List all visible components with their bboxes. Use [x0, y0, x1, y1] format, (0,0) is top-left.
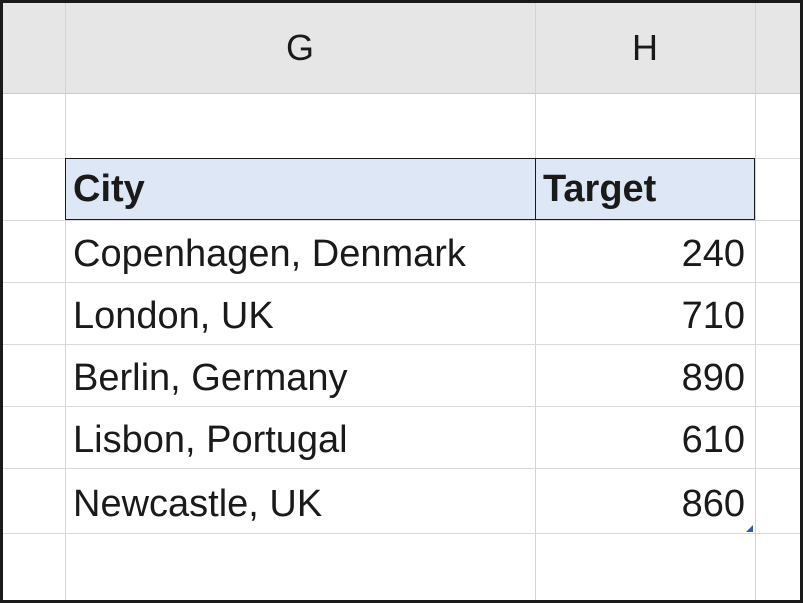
- city-cell[interactable]: Newcastle, UK: [73, 482, 323, 525]
- gridline-vertical: [755, 3, 756, 600]
- table-row: Lisbon, Portugal 610: [65, 409, 755, 471]
- target-cell[interactable]: 240: [681, 232, 745, 275]
- gridline-horizontal: [3, 220, 800, 221]
- target-cell[interactable]: 890: [681, 356, 745, 399]
- gridline-vertical: [535, 3, 536, 600]
- gridline-horizontal: [3, 468, 800, 469]
- cell-empty[interactable]: [535, 95, 755, 157]
- table-header-row: City Target: [65, 158, 755, 220]
- column-header-g[interactable]: G: [285, 27, 314, 68]
- empty-row: [65, 95, 755, 157]
- target-cell[interactable]: 710: [681, 294, 745, 337]
- gridline-vertical: [65, 3, 66, 600]
- target-cell[interactable]: 860: [681, 482, 745, 525]
- gridline-horizontal: [3, 344, 800, 345]
- column-header-h[interactable]: H: [632, 27, 658, 68]
- city-cell[interactable]: London, UK: [73, 294, 274, 337]
- cell-empty[interactable]: [65, 95, 535, 157]
- table-row: London, UK 710: [65, 285, 755, 347]
- gridline-horizontal: [3, 282, 800, 283]
- header-target-cell[interactable]: Target: [543, 167, 657, 210]
- gridline-horizontal: [3, 533, 800, 534]
- city-cell[interactable]: Berlin, Germany: [73, 356, 348, 399]
- column-header-bar: [3, 3, 800, 94]
- table-header-divider: [535, 158, 536, 220]
- header-city-cell[interactable]: City: [73, 167, 145, 210]
- table-resize-handle[interactable]: [746, 525, 753, 532]
- table-row: Berlin, Germany 890: [65, 347, 755, 409]
- table-row: Copenhagen, Denmark 240: [65, 223, 755, 285]
- target-cell[interactable]: 610: [681, 418, 745, 461]
- city-cell[interactable]: Lisbon, Portugal: [73, 418, 348, 461]
- table-row: Newcastle, UK 860: [65, 473, 755, 535]
- gridline-horizontal: [3, 406, 800, 407]
- city-cell[interactable]: Copenhagen, Denmark: [73, 232, 466, 275]
